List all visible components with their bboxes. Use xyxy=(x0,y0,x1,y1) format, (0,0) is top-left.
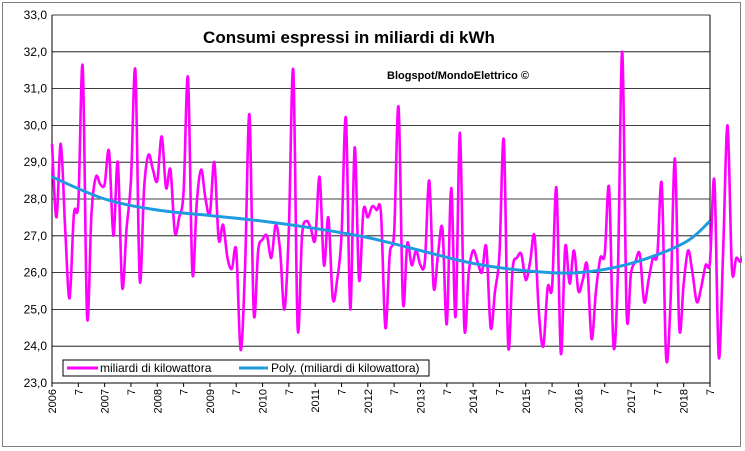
x-tick-label: 2016 xyxy=(573,389,585,413)
x-axis: 2006 7 2007 7 2008 7 2009 7 2010 7 2011 7 2012 7 2013 7… xyxy=(47,383,717,413)
x-tick-label: 7 xyxy=(652,389,664,395)
x-tick-label: 2010 xyxy=(258,389,270,413)
x-tick-label: 7 xyxy=(494,389,506,395)
y-tick-label: 32,0 xyxy=(24,45,48,59)
y-tick-label: 25,0 xyxy=(24,302,48,316)
x-tick-label: 7 xyxy=(284,389,296,395)
y-tick-label: 26,0 xyxy=(24,266,48,280)
series-group xyxy=(50,50,742,364)
legend-label-trend: Poly. (miliardi di kilowattora) xyxy=(271,361,419,375)
x-tick-label: 7 xyxy=(231,389,243,395)
x-tick-label: 2011 xyxy=(310,389,322,413)
y-tick-label: 33,0 xyxy=(24,8,48,22)
legend-label-monthly: miliardi di kilowattora xyxy=(100,361,212,375)
y-tick-label: 23,0 xyxy=(24,376,48,390)
x-tick-label: 2013 xyxy=(415,389,427,413)
y-tick-label: 31,0 xyxy=(24,82,48,96)
y-tick-label: 29,0 xyxy=(24,155,48,169)
x-tick-label: 7 xyxy=(389,389,401,395)
line-chart: 23,0 24,0 25,0 26,0 27,0 28,0 29,0 30,0 31,0 32,0… xyxy=(24,8,742,413)
gridlines xyxy=(52,14,710,384)
x-tick-label: 2015 xyxy=(521,389,533,413)
x-tick-label: 7 xyxy=(547,389,559,395)
x-tick-label: 2018 xyxy=(679,389,691,413)
chart-title: Consumi espressi in miliardi di kWh xyxy=(203,28,495,47)
series-line-monthly xyxy=(50,50,742,364)
y-axis: 23,0 24,0 25,0 26,0 27,0 28,0 29,0 30,0 31,0 32,0… xyxy=(24,8,711,390)
x-tick-label: 7 xyxy=(600,389,612,395)
x-tick-label: 2007 xyxy=(100,389,112,413)
series-line-trend xyxy=(51,175,712,275)
x-tick-label: 7 xyxy=(73,389,85,395)
legend: miliardi di kilowattora Poly. (miliardi … xyxy=(62,359,430,377)
y-tick-label: 28,0 xyxy=(24,192,48,206)
x-tick-label: 2008 xyxy=(152,389,164,413)
y-tick-label: 24,0 xyxy=(24,339,48,353)
x-tick-label: 7 xyxy=(126,389,138,395)
x-tick-label: 2017 xyxy=(626,389,638,413)
x-tick-label: 2009 xyxy=(205,389,217,413)
x-tick-label: 2006 xyxy=(47,389,59,413)
x-tick-label: 7 xyxy=(442,389,454,395)
x-tick-label: 2014 xyxy=(468,389,480,413)
y-tick-label: 27,0 xyxy=(24,229,48,243)
x-tick-label: 7 xyxy=(337,389,349,395)
x-tick-label: 7 xyxy=(179,389,191,395)
x-tick-label: 7 xyxy=(705,389,717,395)
x-tick-label: 2012 xyxy=(363,389,375,413)
y-tick-label: 30,0 xyxy=(24,118,48,132)
chart-credit: Blogspot/MondoElettrico © xyxy=(387,70,529,82)
